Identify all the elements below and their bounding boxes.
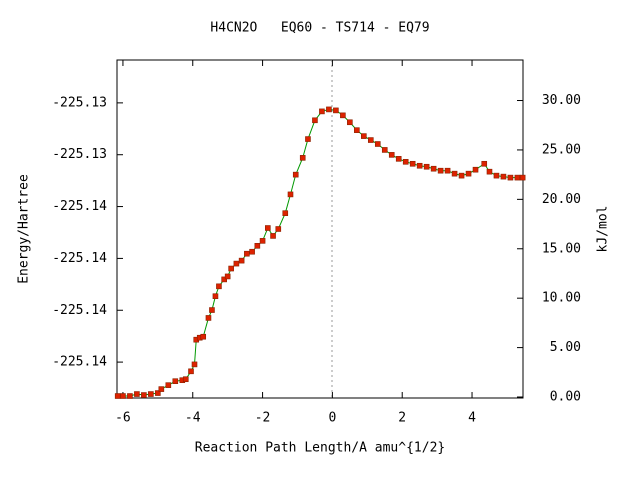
x-tick-label: 0 <box>328 411 336 426</box>
marker <box>254 243 261 249</box>
y-tick-label: -225.14 <box>52 355 107 370</box>
plot-frame <box>116 59 524 399</box>
marker <box>165 382 172 388</box>
y2-tick-label: 10.00 <box>542 291 581 306</box>
marker <box>282 210 289 216</box>
marker <box>423 163 430 170</box>
marker <box>270 233 276 239</box>
marker <box>228 265 234 272</box>
y-tick-label: -225.13 <box>52 95 107 110</box>
marker <box>430 165 437 172</box>
marker <box>500 173 507 180</box>
marker <box>120 393 126 399</box>
marker <box>458 172 465 179</box>
y2-tick-label: 30.00 <box>542 93 581 108</box>
marker <box>402 158 409 165</box>
x-tick-label: -4 <box>185 411 201 426</box>
marker <box>114 393 121 399</box>
y2-tick-label: 25.00 <box>542 142 581 157</box>
marker <box>148 391 154 397</box>
marker <box>326 106 332 113</box>
marker <box>312 117 318 124</box>
marker <box>354 127 360 133</box>
marker <box>233 260 240 267</box>
marker <box>216 283 222 290</box>
marker <box>305 136 311 142</box>
x-axis-label: Reaction Path Length/A amu^{1/2} <box>195 441 445 456</box>
marker <box>205 315 212 321</box>
y2-tick-label: 20.00 <box>542 192 581 207</box>
marker <box>319 108 325 115</box>
marker <box>472 166 479 173</box>
chart-title: H4CN2O EQ60 - TS714 - EQ79 <box>210 21 429 36</box>
marker <box>200 333 207 340</box>
y2-tick-label: 5.00 <box>550 340 581 355</box>
marker <box>244 250 250 257</box>
marker <box>141 392 147 398</box>
marker <box>191 361 198 368</box>
marker <box>238 257 245 264</box>
marker <box>481 160 488 167</box>
marker <box>134 391 140 397</box>
marker <box>333 107 339 114</box>
marker <box>416 162 423 169</box>
marker <box>340 112 346 119</box>
marker <box>182 376 189 383</box>
marker <box>209 307 215 313</box>
marker <box>444 167 451 174</box>
line <box>117 108 523 397</box>
marker <box>172 378 179 384</box>
y-tick-label: -225.13 <box>52 147 107 162</box>
marker <box>127 393 133 399</box>
y-tick-label: -225.14 <box>52 303 107 318</box>
marker <box>265 225 271 231</box>
marker <box>224 273 231 280</box>
marker <box>287 191 294 198</box>
marker <box>388 152 395 158</box>
x-tick-label: 2 <box>398 411 406 426</box>
marker <box>486 168 493 175</box>
marker <box>155 390 161 396</box>
marker <box>451 170 458 177</box>
marker <box>437 167 444 174</box>
marker <box>507 174 514 181</box>
y2-tick-label: 0.00 <box>550 390 581 405</box>
marker <box>367 137 374 143</box>
marker <box>361 133 367 139</box>
marker <box>212 293 219 300</box>
marker <box>158 386 165 392</box>
y-axis-label: Energy/Hartree <box>17 174 32 284</box>
marker <box>395 156 402 162</box>
y2-tick-label: 15.00 <box>542 241 581 256</box>
x-tick-label: -6 <box>115 411 131 426</box>
marker <box>275 226 282 232</box>
marker <box>249 248 255 255</box>
marker <box>493 172 500 179</box>
marker <box>259 238 266 244</box>
marker <box>347 119 353 126</box>
y-tick-label: -225.14 <box>52 251 107 266</box>
marker <box>381 147 388 153</box>
marker <box>465 170 472 177</box>
marker <box>409 160 416 167</box>
marker <box>514 174 521 181</box>
marker <box>299 155 306 161</box>
marker <box>221 276 227 283</box>
y2-axis-label: kJ/mol <box>596 206 611 253</box>
marker <box>188 368 194 375</box>
marker <box>374 141 381 147</box>
x-tick-label: 4 <box>468 411 476 426</box>
y-tick-label: -225.14 <box>52 199 107 214</box>
x-tick-label: -2 <box>255 411 271 426</box>
marker <box>292 171 299 178</box>
marker <box>519 174 526 181</box>
